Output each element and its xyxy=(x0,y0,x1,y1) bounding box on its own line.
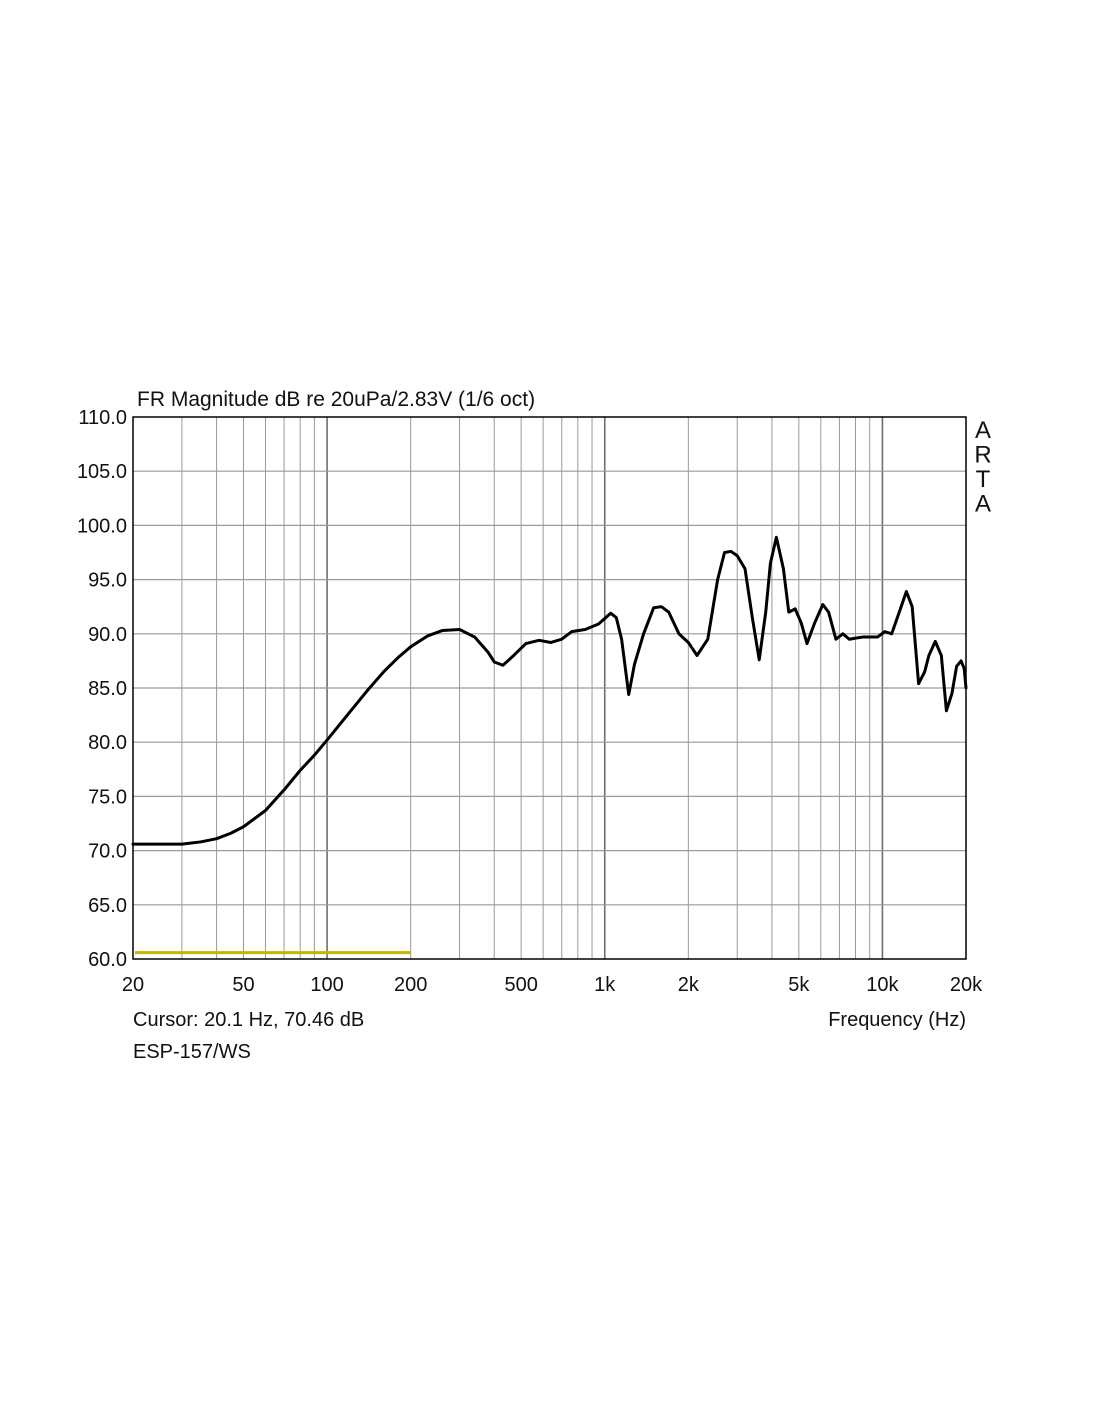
y-tick-label: 100.0 xyxy=(77,515,127,537)
y-tick-label: 105.0 xyxy=(77,461,127,483)
y-tick-label: 80.0 xyxy=(88,732,127,754)
y-tick-label: 95.0 xyxy=(88,570,127,592)
x-tick-label: 200 xyxy=(394,974,427,996)
watermark-letter: A xyxy=(975,491,991,518)
y-tick-label: 75.0 xyxy=(88,786,127,808)
x-tick-label: 500 xyxy=(504,974,537,996)
x-tick-label: 10k xyxy=(866,974,899,996)
x-axis-ticks: 20 50 100 200 500 1k 2k 5k 10k 20k xyxy=(122,974,983,996)
device-label: ESP-157/WS xyxy=(133,1041,251,1063)
y-tick-label: 85.0 xyxy=(88,678,127,700)
y-axis-ticks: 60.0 65.0 70.0 75.0 80.0 85.0 90.0 95.0 100.0 105… xyxy=(77,407,127,971)
y-tick-label: 60.0 xyxy=(88,949,127,971)
watermark-letter: A xyxy=(975,417,991,444)
y-tick-label: 70.0 xyxy=(88,841,127,863)
x-tick-label: 5k xyxy=(788,974,810,996)
x-tick-label: 50 xyxy=(232,974,254,996)
x-tick-label: 100 xyxy=(310,974,343,996)
x-tick-label: 1k xyxy=(594,974,616,996)
x-tick-label: 20k xyxy=(950,974,983,996)
cursor-readout: Cursor: 20.1 Hz, 70.46 dB xyxy=(133,1009,364,1031)
chart-title: FR Magnitude dB re 20uPa/2.83V (1/6 oct) xyxy=(137,388,535,411)
y-tick-label: 90.0 xyxy=(88,624,127,646)
x-axis-label: Frequency (Hz) xyxy=(828,1009,966,1031)
x-tick-label: 20 xyxy=(122,974,144,996)
plot-frame xyxy=(132,416,967,960)
series-line xyxy=(131,535,968,846)
watermark-letter: T xyxy=(976,466,991,493)
y-tick-label: 110.0 xyxy=(78,407,127,429)
plot-grid xyxy=(133,417,966,959)
watermark-letter: R xyxy=(974,442,991,469)
x-tick-label: 2k xyxy=(678,974,700,996)
y-tick-label: 65.0 xyxy=(88,895,127,917)
